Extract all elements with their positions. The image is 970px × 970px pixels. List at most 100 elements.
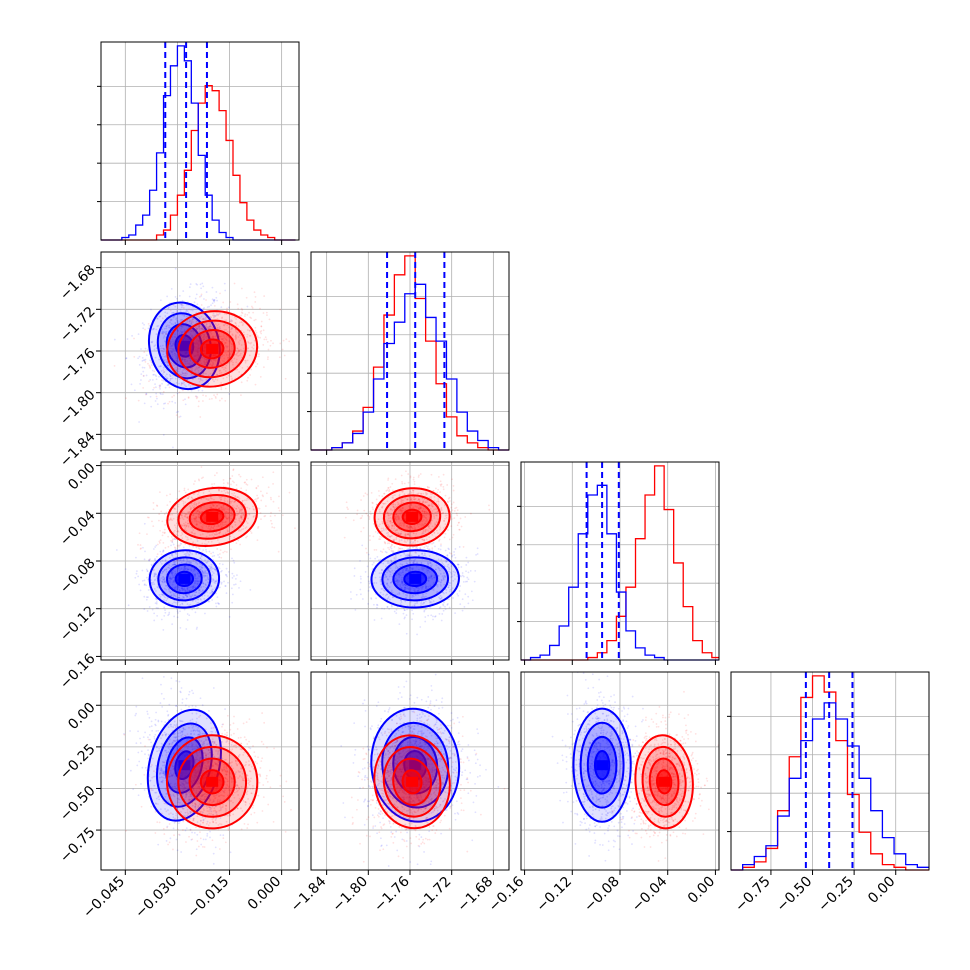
scatter-point-blue: [453, 551, 455, 553]
scatter-point-red: [168, 519, 171, 522]
scatter-point-blue: [164, 315, 167, 317]
scatter-point-blue: [386, 606, 389, 608]
scatter-point-red: [200, 477, 203, 480]
scatter-point-red: [209, 327, 212, 330]
scatter-point-red: [183, 512, 186, 515]
scatter-point-red: [220, 371, 223, 374]
scatter-point-blue: [152, 581, 155, 584]
scatter-point-blue: [425, 585, 428, 588]
scatter-point-blue: [183, 608, 186, 611]
scatter-point-red: [244, 313, 247, 316]
scatter-point-red: [227, 508, 230, 511]
scatter-point-red: [198, 511, 201, 513]
scatter-point-red: [225, 517, 228, 520]
scatter-point-red: [365, 551, 368, 554]
scatter-point-blue: [239, 580, 242, 583]
scatter-point-red: [208, 534, 211, 537]
scatter-point-blue: [178, 569, 181, 572]
scatter-point-red: [195, 523, 198, 526]
scatter-point-blue: [181, 357, 184, 359]
scatter-point-red: [224, 351, 227, 354]
scatter-point-red: [235, 487, 238, 490]
scatter-point-red: [225, 328, 227, 331]
scatter-point-blue: [206, 575, 209, 577]
scatter-point-blue: [177, 596, 179, 599]
scatter-point-red: [405, 470, 407, 473]
scatter-point-red: [163, 531, 166, 534]
scatter-point-blue: [190, 389, 193, 392]
scatter-point-blue: [185, 628, 188, 630]
scatter-point-blue: [215, 291, 218, 293]
scatter-point-red: [224, 491, 227, 494]
scatter-point-blue: [424, 608, 427, 611]
scatter-point-red: [207, 527, 210, 530]
scatter-point-blue: [181, 319, 184, 321]
scatter-point-blue: [395, 556, 397, 558]
contour-red: [177, 319, 247, 379]
scatter-point-blue: [174, 563, 176, 566]
scatter-point-blue: [395, 612, 398, 615]
scatter-point-red: [155, 504, 158, 507]
scatter-point-blue: [175, 411, 178, 414]
scatter-point-blue: [172, 556, 175, 559]
scatter-point-red: [206, 543, 208, 546]
scatter-point-red: [244, 359, 247, 362]
scatter-point-blue: [196, 602, 199, 604]
scatter-point-red: [194, 517, 197, 520]
scatter-point-blue: [379, 591, 382, 594]
scatter-point-blue: [147, 596, 149, 599]
scatter-point-blue: [215, 592, 217, 595]
scatter-point-red: [224, 500, 226, 503]
scatter-point-blue: [193, 345, 196, 348]
scatter-point-blue: [144, 347, 147, 350]
scatter-point-red: [218, 496, 221, 499]
scatter-point-red: [192, 321, 194, 323]
scatter-point-blue: [190, 322, 193, 325]
scatter-point-blue: [170, 345, 173, 348]
scatter-point-blue: [379, 550, 382, 553]
scatter-point-red: [202, 318, 205, 321]
scatter-point-red: [181, 537, 184, 540]
scatter-point-red: [149, 367, 151, 369]
scatter-point-red: [224, 387, 227, 390]
scatter-point-blue: [201, 590, 204, 592]
scatter-point-red: [187, 512, 190, 515]
scatter-point-blue: [403, 583, 406, 586]
scatter-point-red: [220, 521, 222, 524]
scatter-point-red: [233, 357, 236, 360]
scatter-point-red: [201, 356, 204, 359]
scatter-point-blue: [439, 548, 442, 551]
scatter-point-red: [241, 309, 244, 311]
scatter-point-blue: [199, 283, 202, 286]
scatter-point-red: [173, 529, 176, 532]
scatter-point-red: [220, 386, 223, 389]
scatter-point-blue: [381, 569, 383, 571]
scatter-point-blue: [176, 392, 179, 395]
scatter-point-red: [230, 360, 233, 363]
scatter-point-red: [235, 542, 238, 545]
scatter-point-blue: [163, 577, 166, 579]
scatter-point-blue: [457, 594, 460, 597]
scatter-point-red: [248, 513, 251, 516]
scatter-point-blue: [145, 568, 148, 571]
scatter-point-blue: [163, 331, 166, 334]
scatter-point-red: [225, 339, 228, 342]
scatter-point-blue: [143, 584, 146, 586]
scatter-point-red: [234, 334, 237, 336]
scatter-point-red: [265, 338, 268, 341]
scatter-point-red: [198, 511, 201, 513]
scatter-point-blue: [465, 556, 468, 559]
scatter-point-red: [230, 501, 233, 504]
scatter-point-red: [169, 539, 172, 542]
scatter-point-red: [271, 526, 274, 529]
scatter-point-blue: [203, 318, 205, 321]
scatter-point-blue: [174, 267, 177, 270]
scatter-point-blue: [161, 344, 164, 347]
scatter-point-red: [272, 500, 275, 503]
scatter-point-red: [364, 492, 367, 495]
scatter-point-red: [207, 525, 210, 528]
scatter-point-red: [235, 330, 238, 333]
scatter-point-blue: [407, 570, 410, 572]
scatter-point-blue: [212, 312, 215, 315]
scatter-point-blue: [168, 577, 171, 580]
